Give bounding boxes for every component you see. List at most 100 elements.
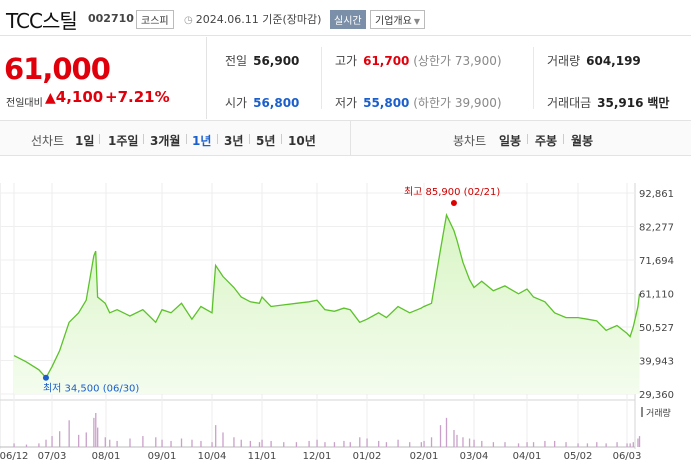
stat-high: 고가 61,700 (상한가 73,900) bbox=[335, 52, 502, 69]
volume-bar bbox=[453, 430, 455, 447]
volume-bar bbox=[333, 442, 336, 447]
period-5y[interactable]: 5년 bbox=[256, 134, 276, 148]
period-3y[interactable]: 3년 bbox=[224, 134, 244, 148]
x-tick-label: 06/12 bbox=[0, 451, 28, 462]
realtime-button[interactable]: 실시간 bbox=[330, 10, 366, 29]
price-fill bbox=[14, 215, 640, 394]
x-tick-label: 01/02 bbox=[353, 451, 382, 462]
x-tick-label: 03/04 bbox=[460, 451, 489, 462]
volume-bar bbox=[45, 439, 47, 447]
clock-icon: ◷ bbox=[184, 15, 193, 26]
separator bbox=[527, 134, 528, 144]
y-tick-label: 61,110 bbox=[639, 290, 674, 301]
volume-bar bbox=[517, 443, 520, 447]
volume-bar bbox=[215, 425, 217, 447]
volume-bar bbox=[129, 438, 131, 447]
x-tick-label: 05/02 bbox=[564, 451, 593, 462]
volume-bar bbox=[616, 442, 618, 447]
volume-bar bbox=[180, 438, 183, 447]
stat-volume: 거래량 604,199 bbox=[547, 52, 641, 69]
stat-open: 시가 56,800 bbox=[225, 94, 299, 111]
stock-name: TCC스틸 bbox=[6, 9, 78, 33]
stat-amount: 거래대금 35,916 백만 bbox=[547, 94, 669, 111]
stat-prev-close: 전일 56,900 bbox=[225, 52, 299, 69]
volume-bar bbox=[200, 440, 202, 447]
volume-bar bbox=[596, 442, 598, 447]
separator bbox=[217, 134, 218, 144]
volume-bar bbox=[116, 440, 118, 447]
company-info-button[interactable]: 기업개요 ▼ bbox=[370, 10, 425, 29]
volume-bar bbox=[504, 442, 506, 447]
price-change: ▲4,100 bbox=[45, 88, 103, 106]
y-axis: 29,360 39,943 50,527 61,110 71,694 82,277 92,8… bbox=[639, 189, 674, 401]
volume-bar bbox=[397, 439, 399, 447]
period-1w[interactable]: 1주일 bbox=[108, 134, 139, 148]
volume-bar bbox=[445, 417, 448, 447]
candle-daily[interactable]: 일봉 bbox=[499, 134, 522, 148]
volume-bar bbox=[170, 440, 172, 447]
price-line bbox=[13, 212, 641, 379]
volume-bar bbox=[308, 440, 310, 447]
y-tick-label: 82,277 bbox=[639, 223, 674, 234]
volume-bar bbox=[104, 437, 106, 447]
volume-bar bbox=[430, 437, 433, 447]
volume-bar bbox=[349, 442, 351, 447]
stat-value: 604,199 bbox=[586, 54, 641, 68]
volume-bar bbox=[68, 420, 70, 447]
volume-bar bbox=[258, 442, 261, 447]
base-date-text: 2024.06.11 기준(장마감) bbox=[195, 13, 322, 26]
price-chart[interactable]: 29,360 39,943 50,527 61,110 71,694 82,277 92,8… bbox=[0, 157, 691, 469]
market-badge: 코스피 bbox=[136, 10, 174, 29]
volume-bar bbox=[629, 443, 631, 447]
volume-bar bbox=[240, 439, 242, 447]
stat-low: 저가 55,800 (하한가 39,900) bbox=[335, 94, 502, 111]
high-label: 최고 85,900 (02/21) bbox=[404, 186, 500, 198]
volume-bar bbox=[93, 417, 95, 447]
period-1y[interactable]: 1년 bbox=[192, 134, 212, 148]
stat-value: 61,700 bbox=[363, 54, 410, 68]
volume-bar bbox=[25, 444, 28, 447]
stat-sub: (하한가 39,900) bbox=[413, 96, 502, 110]
period-1d[interactable]: 1일 bbox=[75, 134, 95, 148]
separator bbox=[186, 134, 187, 144]
volume-bar bbox=[577, 443, 579, 447]
stock-header: TCC스틸 002710 코스피 ◷ 2024.06.11 기준(장마감) 실시간… bbox=[0, 0, 691, 36]
volume-bar bbox=[532, 442, 535, 447]
stat-value: 56,900 bbox=[253, 54, 300, 68]
period-10y[interactable]: 10년 bbox=[288, 134, 316, 148]
price-change-percent: +7.21% bbox=[105, 88, 170, 106]
period-3m[interactable]: 3개월 bbox=[150, 134, 181, 148]
volume-bar bbox=[13, 443, 15, 447]
volume-bar bbox=[481, 440, 483, 447]
volume-bar bbox=[270, 440, 272, 447]
volume-bar bbox=[249, 440, 252, 447]
candle-monthly[interactable]: 월봉 bbox=[571, 134, 594, 148]
y-tick-label: 71,694 bbox=[639, 256, 674, 267]
base-date: ◷ 2024.06.11 기준(장마감) bbox=[184, 11, 321, 27]
stat-label: 거래대금 bbox=[547, 96, 592, 110]
candle-weekly[interactable]: 주봉 bbox=[535, 134, 558, 148]
x-tick-label: 11/01 bbox=[248, 451, 277, 462]
low-label: 최저 34,500 (06/30) bbox=[43, 383, 139, 395]
x-axis: 06/12 07/03 08/01 09/01 10/04 11/01 12/01 01/02… bbox=[0, 451, 641, 462]
volume-bar bbox=[295, 442, 298, 447]
x-tick-label: 07/03 bbox=[38, 451, 67, 462]
volume-bar bbox=[38, 443, 40, 447]
divider bbox=[533, 47, 534, 109]
separator bbox=[249, 134, 250, 144]
divider bbox=[350, 121, 351, 156]
volume-bar bbox=[95, 413, 97, 447]
x-tick-label: 12/01 bbox=[303, 451, 332, 462]
x-tick-label: 04/01 bbox=[513, 451, 542, 462]
volume-bar bbox=[420, 442, 422, 447]
volume-bar bbox=[638, 436, 641, 447]
volume-bar bbox=[222, 432, 224, 447]
x-tick-label: 10/04 bbox=[198, 451, 227, 462]
stat-value: 56,800 bbox=[253, 96, 300, 110]
volume-legend-swatch bbox=[641, 407, 643, 417]
company-info-label: 기업개요 bbox=[375, 16, 412, 27]
volume-bar bbox=[554, 440, 556, 447]
volume-bar bbox=[626, 443, 628, 447]
price-area bbox=[13, 212, 641, 394]
x-tick-label: 02/01 bbox=[410, 451, 439, 462]
